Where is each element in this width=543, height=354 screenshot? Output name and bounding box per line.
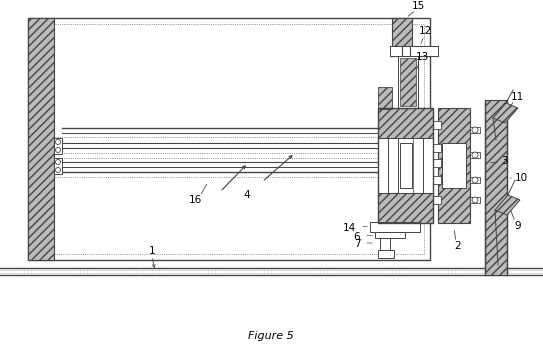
Bar [433, 144, 441, 152]
Circle shape [472, 127, 478, 133]
Text: 1: 1 [149, 246, 155, 256]
Bar [400, 143, 412, 188]
Bar [28, 18, 430, 260]
Polygon shape [495, 195, 520, 215]
Bar [375, 232, 405, 238]
Bar [378, 250, 394, 258]
Bar [34, 24, 424, 254]
Bar [470, 177, 480, 183]
Text: 12: 12 [418, 26, 432, 36]
Text: 3: 3 [501, 156, 507, 166]
Bar [392, 18, 412, 46]
Bar [442, 143, 466, 188]
Text: 4: 4 [244, 190, 250, 200]
Text: 6: 6 [353, 232, 361, 242]
Text: 7: 7 [353, 239, 361, 249]
Bar [400, 58, 416, 106]
Circle shape [55, 139, 60, 144]
Bar [390, 46, 438, 56]
Circle shape [472, 177, 478, 183]
Bar [438, 108, 470, 223]
Text: 2: 2 [454, 241, 462, 251]
Bar [485, 100, 507, 275]
Bar [378, 108, 433, 138]
Circle shape [55, 148, 60, 153]
Text: 10: 10 [514, 173, 528, 183]
Bar [433, 176, 441, 184]
Bar [54, 158, 62, 174]
Bar [433, 159, 441, 167]
Bar [378, 193, 433, 223]
Bar [28, 18, 54, 260]
Text: 9: 9 [515, 221, 521, 231]
Bar [378, 87, 392, 109]
Bar [370, 222, 420, 232]
Circle shape [55, 160, 60, 165]
Text: 15: 15 [412, 1, 425, 11]
Bar [433, 121, 441, 129]
Polygon shape [493, 103, 518, 123]
Circle shape [472, 152, 478, 158]
Bar [433, 196, 441, 204]
Text: 11: 11 [510, 92, 523, 102]
Text: 14: 14 [343, 223, 356, 233]
Text: 13: 13 [415, 52, 428, 62]
Circle shape [55, 167, 60, 172]
Bar [378, 138, 433, 193]
Text: Figure 5: Figure 5 [248, 331, 294, 341]
Bar [398, 56, 418, 108]
Text: 16: 16 [188, 195, 201, 205]
Bar [470, 127, 480, 133]
Bar [54, 138, 62, 154]
Bar [470, 152, 480, 158]
Bar [378, 108, 433, 223]
Bar [470, 197, 480, 203]
Circle shape [472, 197, 478, 203]
